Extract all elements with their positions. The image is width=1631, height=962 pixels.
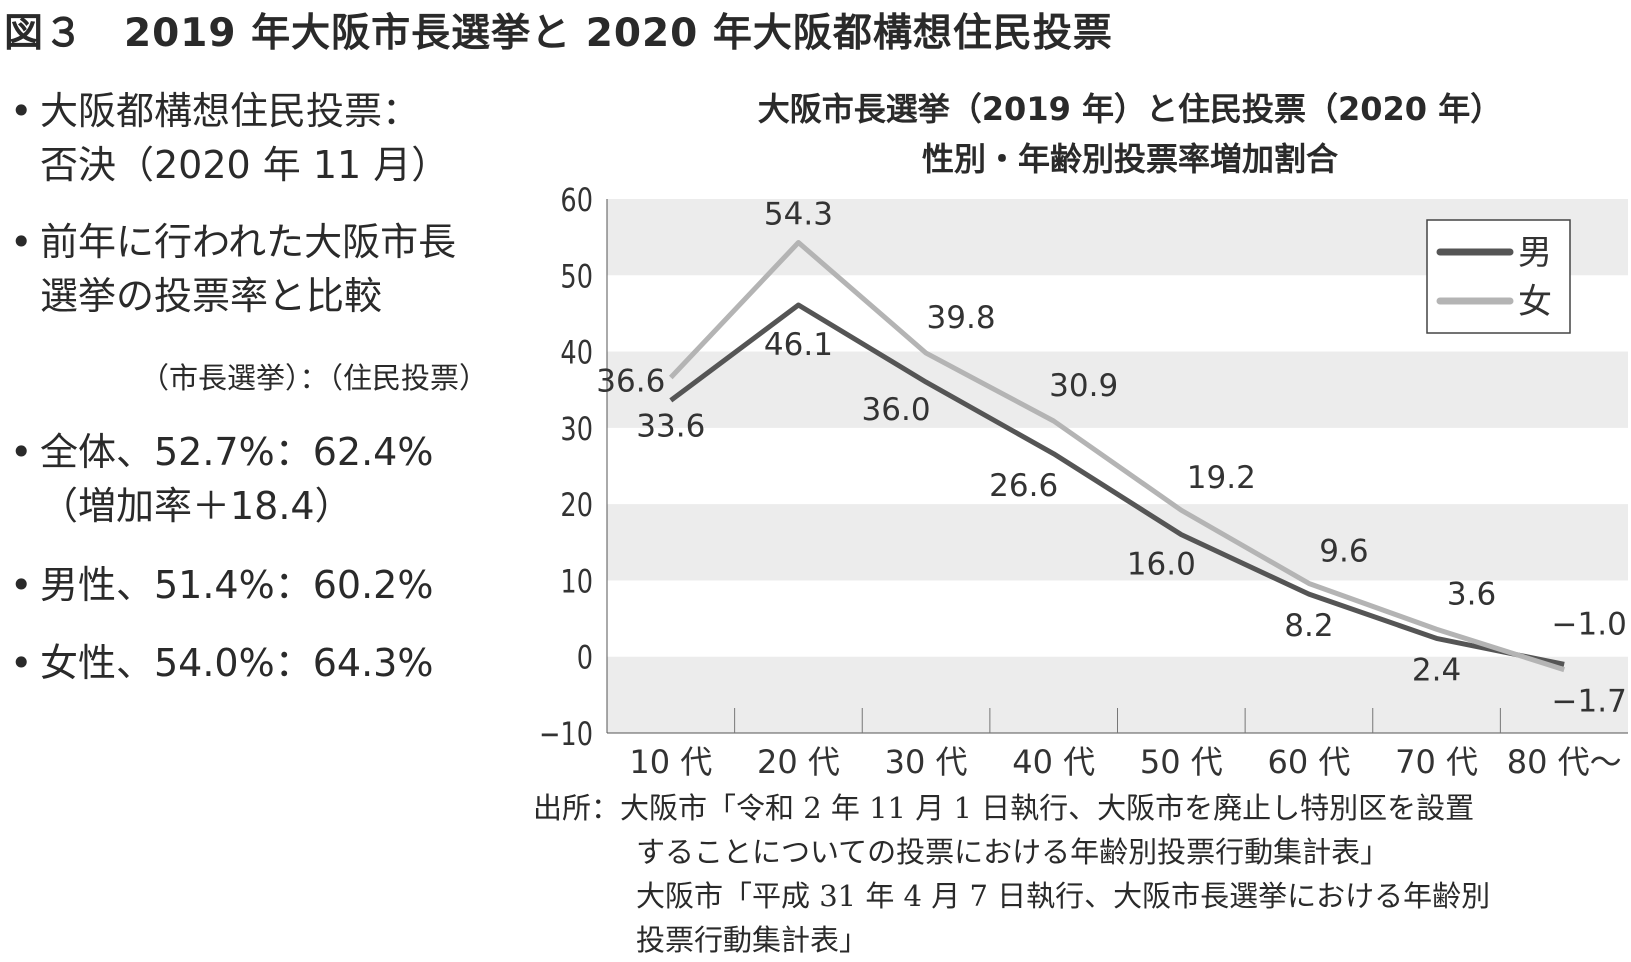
data-label: 16.0 (1127, 547, 1196, 583)
legend-label: 男 (1518, 233, 1552, 273)
x-tick-label: 10 代 (629, 743, 712, 781)
data-label: 33.6 (636, 408, 705, 444)
data-label: 36.6 (596, 364, 665, 400)
x-tick-label: 30 代 (885, 743, 968, 781)
legend-label: 女 (1518, 282, 1552, 322)
x-tick-label: 60 代 (1267, 743, 1350, 781)
data-label: −1.7 (1552, 684, 1627, 720)
data-label: 36.0 (862, 392, 931, 428)
grid-band (607, 504, 1628, 580)
data-label: 46.1 (764, 327, 833, 363)
data-label: 3.6 (1447, 576, 1496, 612)
x-tick-label: 70 代 (1395, 743, 1478, 781)
data-label: 39.8 (927, 300, 996, 336)
y-tick-label: 10 (560, 563, 593, 601)
y-tick-label: 40 (560, 334, 593, 372)
data-label: 8.2 (1284, 608, 1333, 644)
y-tick-label: −10 (539, 715, 593, 753)
x-tick-label: 50 代 (1140, 743, 1223, 781)
y-tick-label: 60 (560, 181, 593, 219)
y-tick-label: 20 (560, 486, 593, 524)
data-label: 30.9 (1049, 368, 1118, 404)
y-tick-label: 50 (560, 257, 593, 295)
data-label: 26.6 (989, 468, 1058, 504)
x-tick-label: 40 代 (1012, 743, 1095, 781)
data-label: 54.3 (764, 196, 833, 232)
y-tick-label: 0 (577, 639, 593, 677)
source-note: 出所：大阪市「令和 2 年 11 月 1 日執行、大阪市を廃止し特別区を設置する… (533, 786, 1490, 962)
x-tick-label: 80 代〜 (1507, 743, 1622, 781)
x-tick-label: 20 代 (757, 743, 840, 781)
data-label: 2.4 (1412, 652, 1461, 688)
data-label: 19.2 (1187, 460, 1256, 496)
y-tick-label: 30 (560, 410, 593, 448)
data-label: 9.6 (1319, 533, 1368, 569)
data-label: −1.0 (1552, 606, 1627, 642)
